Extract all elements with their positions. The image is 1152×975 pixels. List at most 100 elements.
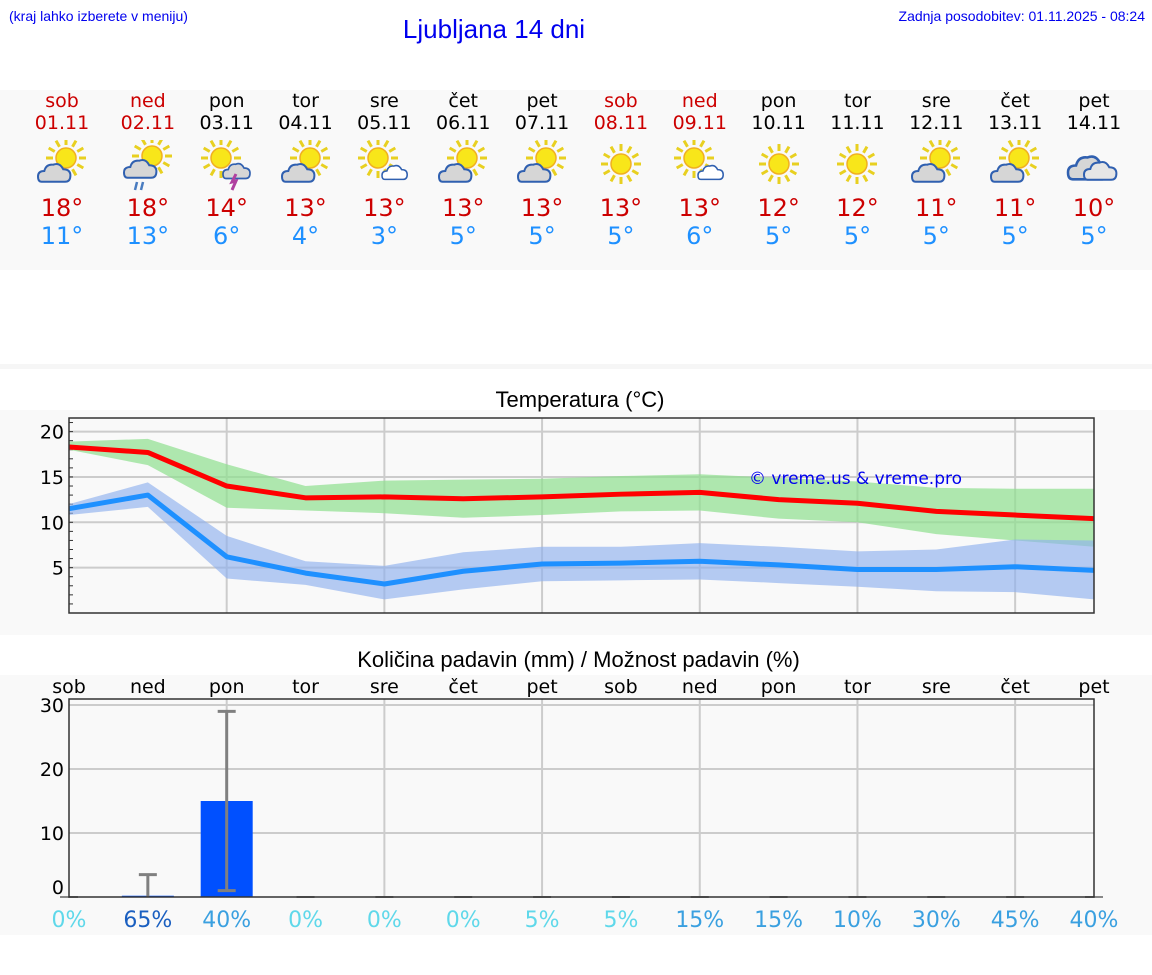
max-temperature: 14° bbox=[205, 194, 248, 222]
day-label: ned bbox=[130, 676, 166, 698]
min-temperature: 5° bbox=[764, 222, 793, 250]
precipitation-probability: 5% bbox=[603, 908, 638, 933]
day-label: sre bbox=[922, 676, 951, 698]
max-temperature: 18° bbox=[40, 194, 84, 222]
day-column: pon 03.11 14° 6° bbox=[188, 90, 266, 250]
partly-cloudy-icon bbox=[908, 138, 964, 192]
min-temperature: 5° bbox=[922, 222, 950, 250]
day-column: tor 11.11 12° 5° bbox=[818, 90, 896, 250]
precipitation-probability: 0% bbox=[288, 908, 323, 933]
day-date: 11.11 bbox=[830, 112, 885, 134]
day-date: 13.11 bbox=[987, 112, 1043, 134]
y-tick-label: 20 bbox=[40, 759, 64, 781]
max-temperature: 13° bbox=[599, 194, 643, 222]
day-date: 07.11 bbox=[514, 112, 570, 134]
day-column: čet 06.11 13° 5° bbox=[424, 90, 502, 250]
max-temperature: 10° bbox=[1072, 194, 1116, 222]
day-label: tor bbox=[844, 676, 871, 698]
day-label: čet bbox=[1000, 676, 1030, 698]
day-date: 09.11 bbox=[672, 112, 727, 134]
min-temperature: 5° bbox=[1001, 222, 1029, 250]
min-temperature: 5° bbox=[1080, 222, 1108, 250]
y-tick-label: 10 bbox=[40, 512, 64, 534]
min-temperature-line bbox=[68, 492, 1095, 587]
day-name: pon bbox=[760, 90, 797, 112]
day-label: pet bbox=[526, 676, 557, 698]
day-column: sre 12.11 11° 5° bbox=[897, 90, 975, 250]
day-date: 03.11 bbox=[199, 112, 254, 134]
day-name: sre bbox=[369, 90, 399, 112]
partly-cloudy-rain-icon bbox=[120, 136, 176, 192]
precipitation-probability: 15% bbox=[675, 908, 724, 933]
y-tick-label: 5 bbox=[52, 558, 64, 580]
day-date: 05.11 bbox=[357, 112, 412, 134]
min-temperature: 6° bbox=[213, 222, 241, 250]
day-column: tor 04.11 13° 4° bbox=[267, 90, 345, 250]
day-name: čet bbox=[448, 90, 479, 112]
day-label: pon bbox=[761, 676, 797, 698]
last-updated: Zadnja posodobitev: 01.11.2025 - 08:24 bbox=[898, 8, 1145, 24]
day-name: tor bbox=[844, 90, 871, 112]
max-temperature-range-band bbox=[69, 438, 1094, 547]
max-temperature: 13° bbox=[520, 194, 564, 222]
y-tick-label: 0 bbox=[52, 877, 64, 899]
precipitation-chart-title: Količina padavin (mm) / Možnost padavin … bbox=[357, 647, 800, 672]
day-name: ned bbox=[129, 90, 166, 112]
day-name: sre bbox=[921, 90, 951, 112]
precipitation-probability: 15% bbox=[754, 908, 803, 933]
daily-forecast: sob 01.11 18° 11° ned 02.11 18° 13° pon 03… bbox=[0, 90, 1152, 270]
day-label: ned bbox=[682, 676, 718, 698]
min-temperature: 5° bbox=[528, 222, 556, 250]
day-name: tor bbox=[292, 90, 319, 112]
precipitation-probability: 5% bbox=[525, 908, 560, 933]
sun-icon bbox=[751, 140, 807, 192]
sun-icon bbox=[593, 140, 649, 192]
day-name: sob bbox=[45, 90, 79, 112]
day-label: pet bbox=[1078, 676, 1109, 698]
min-temperature: 5° bbox=[607, 222, 635, 250]
partly-cloudy-icon bbox=[514, 138, 570, 192]
day-column: čet 13.11 11° 5° bbox=[976, 90, 1054, 250]
sun-small-cloud-icon bbox=[356, 138, 412, 192]
partly-cloudy-icon bbox=[34, 138, 90, 192]
day-date: 01.11 bbox=[34, 112, 90, 134]
day-date: 14.11 bbox=[1066, 112, 1122, 134]
day-column: ned 09.11 13° 6° bbox=[661, 90, 739, 250]
max-temperature: 13° bbox=[441, 194, 485, 222]
day-name: ned bbox=[681, 90, 718, 112]
max-temperature: 11° bbox=[915, 194, 958, 222]
sun-thunderstorm-icon bbox=[199, 138, 255, 192]
max-temperature: 13° bbox=[678, 194, 722, 222]
cloudy-icon bbox=[1066, 140, 1122, 192]
precipitation-probability: 10% bbox=[833, 908, 882, 933]
day-label: sob bbox=[52, 676, 86, 698]
day-label: pon bbox=[209, 676, 245, 698]
min-temperature: 5° bbox=[843, 222, 872, 250]
precipitation-plot-frame bbox=[68, 698, 1095, 898]
temperature-chart-title: Temperatura (°C) bbox=[495, 387, 665, 412]
precipitation-probability: 0% bbox=[367, 908, 402, 933]
precipitation-probability: 40% bbox=[202, 908, 251, 933]
max-temperature: 12° bbox=[757, 194, 800, 222]
day-date: 08.11 bbox=[593, 112, 649, 134]
day-column: ned 02.11 18° 13° bbox=[109, 90, 187, 250]
day-name: pet bbox=[526, 90, 558, 112]
day-column: sob 01.11 18° 11° bbox=[23, 90, 101, 250]
max-temperature: 12° bbox=[836, 194, 879, 222]
y-tick-label: 30 bbox=[40, 695, 64, 717]
min-temperature: 5° bbox=[449, 222, 477, 250]
day-name: pet bbox=[1078, 90, 1110, 112]
precipitation-probability: 0% bbox=[446, 908, 481, 933]
precipitation-probability: 45% bbox=[991, 908, 1040, 933]
day-date: 10.11 bbox=[751, 112, 806, 134]
day-column: pet 14.11 10° 5° bbox=[1055, 90, 1133, 250]
min-temperature: 6° bbox=[686, 222, 714, 250]
sun-small-cloud-icon bbox=[672, 138, 728, 192]
max-temperature: 11° bbox=[993, 194, 1037, 222]
day-date: 02.11 bbox=[120, 112, 176, 134]
y-tick-label: 10 bbox=[40, 823, 64, 845]
min-temperature: 11° bbox=[40, 222, 84, 250]
day-date: 06.11 bbox=[436, 112, 491, 134]
precipitation-probability: 0% bbox=[52, 908, 87, 933]
